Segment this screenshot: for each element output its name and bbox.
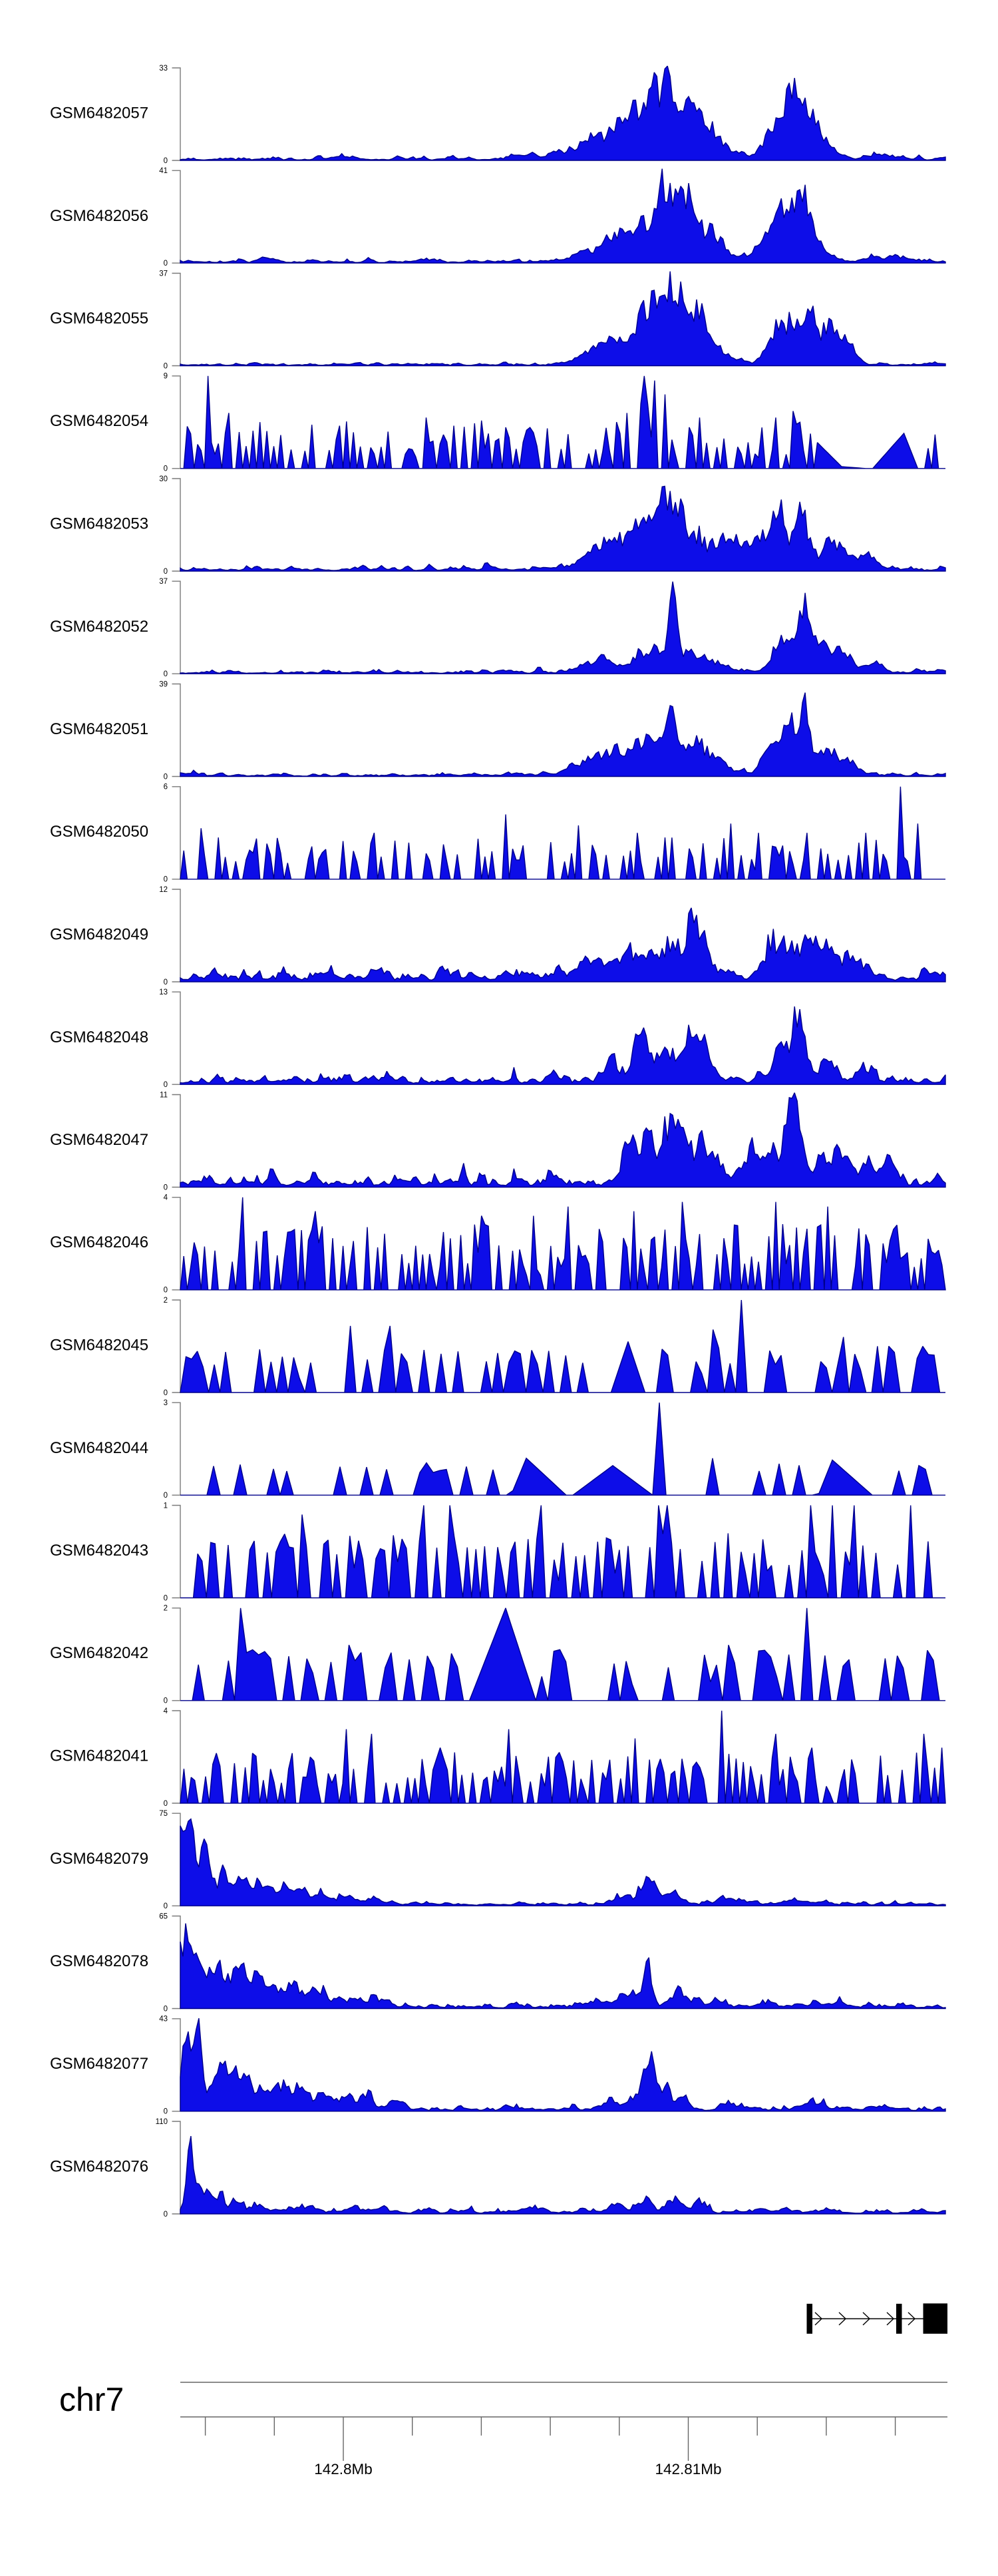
svg-text:GSM6482053: GSM6482053 bbox=[50, 515, 148, 533]
svg-text:9: 9 bbox=[164, 373, 168, 381]
svg-text:6: 6 bbox=[164, 783, 168, 791]
svg-text:GSM6482041: GSM6482041 bbox=[50, 1747, 148, 1765]
svg-text:1: 1 bbox=[164, 1502, 168, 1510]
svg-text:0: 0 bbox=[164, 362, 168, 370]
svg-text:0: 0 bbox=[164, 1492, 168, 1500]
svg-text:0: 0 bbox=[164, 1697, 168, 1705]
svg-text:0: 0 bbox=[164, 1389, 168, 1397]
svg-text:110: 110 bbox=[156, 2118, 168, 2126]
svg-text:0: 0 bbox=[164, 157, 168, 165]
svg-text:0: 0 bbox=[164, 670, 168, 678]
svg-text:0: 0 bbox=[164, 1081, 168, 1089]
svg-text:142.81Mb: 142.81Mb bbox=[655, 2461, 721, 2477]
svg-text:37: 37 bbox=[159, 270, 168, 278]
svg-text:GSM6482057: GSM6482057 bbox=[50, 105, 148, 122]
svg-text:0: 0 bbox=[164, 773, 168, 781]
svg-text:0: 0 bbox=[164, 1594, 168, 1602]
svg-text:0: 0 bbox=[164, 1287, 168, 1295]
svg-text:GSM6482054: GSM6482054 bbox=[50, 412, 148, 430]
svg-text:GSM6482043: GSM6482043 bbox=[50, 1542, 148, 1560]
svg-text:65: 65 bbox=[159, 1912, 168, 1920]
svg-text:GSM6482044: GSM6482044 bbox=[50, 1439, 148, 1457]
svg-text:30: 30 bbox=[159, 475, 168, 483]
svg-text:39: 39 bbox=[159, 680, 168, 688]
svg-text:GSM6482047: GSM6482047 bbox=[50, 1131, 148, 1149]
svg-text:GSM6482055: GSM6482055 bbox=[50, 310, 148, 327]
svg-text:GSM6482042: GSM6482042 bbox=[50, 1644, 148, 1662]
svg-text:chr7: chr7 bbox=[59, 2381, 124, 2418]
svg-text:0: 0 bbox=[164, 2005, 168, 2013]
svg-text:0: 0 bbox=[164, 1183, 168, 1191]
svg-text:GSM6482076: GSM6482076 bbox=[50, 2158, 148, 2176]
svg-text:0: 0 bbox=[164, 2108, 168, 2116]
svg-text:GSM6482077: GSM6482077 bbox=[50, 2055, 148, 2073]
svg-text:GSM6482051: GSM6482051 bbox=[50, 720, 148, 738]
svg-text:0: 0 bbox=[164, 568, 168, 576]
svg-text:GSM6482045: GSM6482045 bbox=[50, 1337, 148, 1355]
svg-text:11: 11 bbox=[160, 1091, 168, 1099]
svg-text:0: 0 bbox=[164, 978, 168, 986]
svg-text:43: 43 bbox=[159, 2016, 168, 2024]
svg-text:41: 41 bbox=[159, 167, 168, 175]
svg-text:0: 0 bbox=[164, 2211, 168, 2219]
svg-text:2: 2 bbox=[164, 1605, 168, 1613]
svg-text:13: 13 bbox=[159, 988, 168, 996]
svg-text:GSM6482048: GSM6482048 bbox=[50, 1028, 148, 1046]
svg-text:GSM6482078: GSM6482078 bbox=[50, 1952, 148, 1970]
svg-text:4: 4 bbox=[164, 1707, 168, 1715]
svg-text:12: 12 bbox=[159, 886, 168, 894]
svg-text:142.8Mb: 142.8Mb bbox=[314, 2461, 373, 2477]
svg-text:GSM6482056: GSM6482056 bbox=[50, 207, 148, 225]
svg-text:GSM6482049: GSM6482049 bbox=[50, 926, 148, 944]
svg-text:0: 0 bbox=[164, 260, 168, 268]
svg-text:0: 0 bbox=[164, 465, 168, 473]
svg-text:75: 75 bbox=[159, 1810, 168, 1818]
svg-text:GSM6482052: GSM6482052 bbox=[50, 618, 148, 636]
svg-text:37: 37 bbox=[159, 578, 168, 586]
svg-text:0: 0 bbox=[164, 1800, 168, 1808]
svg-text:3: 3 bbox=[164, 1399, 168, 1407]
svg-text:33: 33 bbox=[159, 65, 168, 73]
svg-text:GSM6482050: GSM6482050 bbox=[50, 823, 148, 841]
svg-text:0: 0 bbox=[164, 876, 168, 884]
svg-text:2: 2 bbox=[164, 1297, 168, 1305]
svg-text:4: 4 bbox=[164, 1194, 168, 1202]
svg-text:GSM6482046: GSM6482046 bbox=[50, 1233, 148, 1251]
svg-text:GSM6482079: GSM6482079 bbox=[50, 1850, 148, 1868]
svg-text:0: 0 bbox=[164, 1902, 168, 1910]
